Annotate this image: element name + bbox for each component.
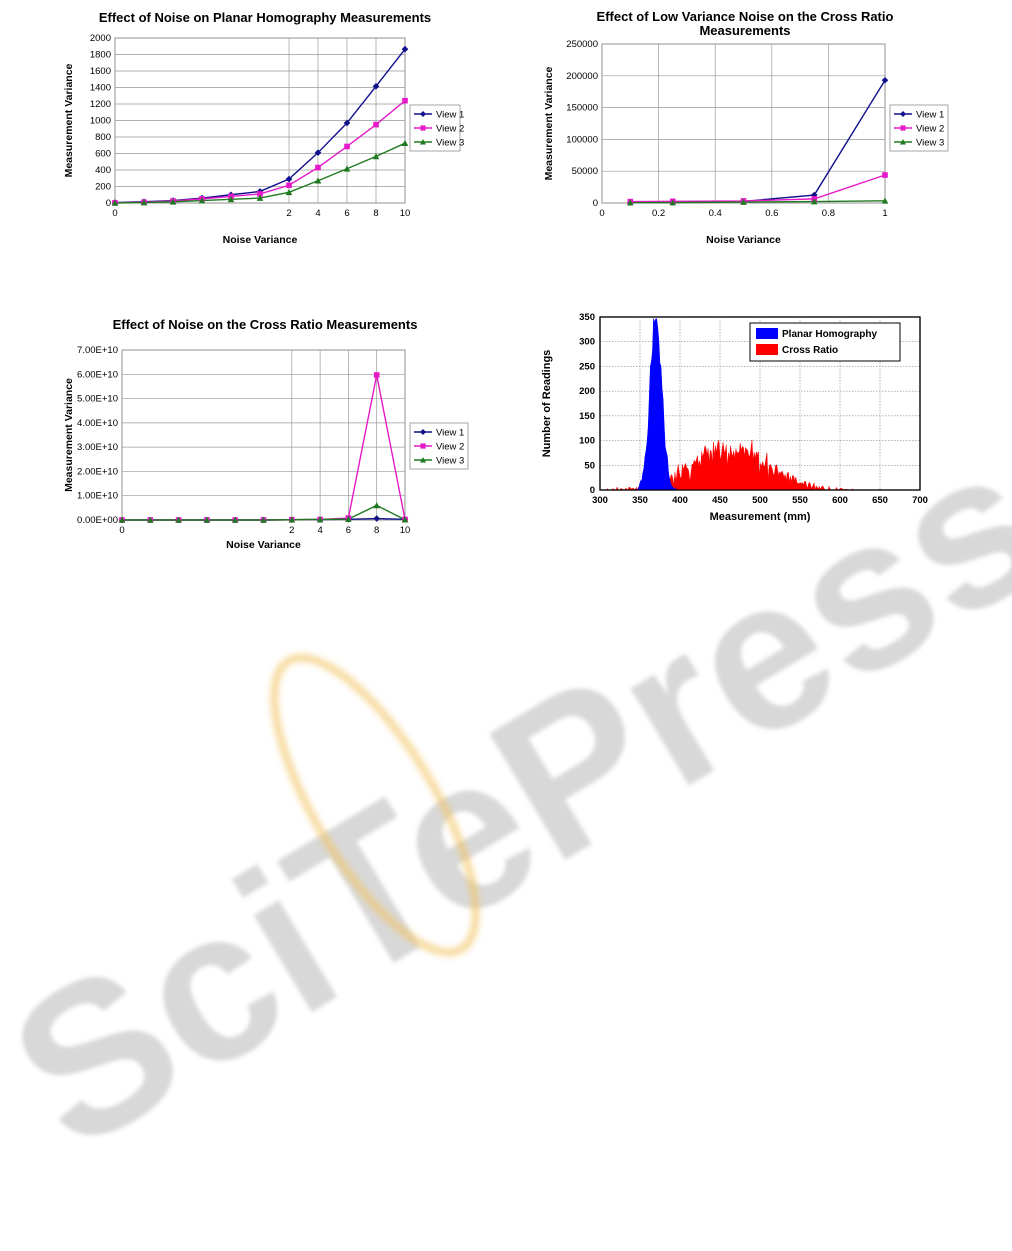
svg-text:2: 2 xyxy=(286,208,291,219)
svg-text:Measurement Variance: Measurement Variance xyxy=(63,378,75,492)
svg-text:350: 350 xyxy=(579,312,595,323)
svg-text:1600: 1600 xyxy=(90,66,111,77)
svg-text:50000: 50000 xyxy=(572,166,598,177)
svg-text:1200: 1200 xyxy=(90,99,111,110)
svg-text:800: 800 xyxy=(95,132,111,143)
svg-text:550: 550 xyxy=(792,495,808,506)
svg-text:View 3: View 3 xyxy=(436,455,464,466)
svg-text:250000: 250000 xyxy=(566,39,598,50)
svg-text:5.00E+10: 5.00E+10 xyxy=(77,394,118,405)
svg-text:700: 700 xyxy=(912,495,928,506)
svg-text:4: 4 xyxy=(315,208,320,219)
svg-text:0: 0 xyxy=(112,208,117,219)
svg-text:Measurement (mm): Measurement (mm) xyxy=(710,511,811,523)
svg-text:0.4: 0.4 xyxy=(709,208,722,219)
svg-text:Effect of Noise on the Cross R: Effect of Noise on the Cross Ratio Measu… xyxy=(113,317,418,332)
svg-text:50: 50 xyxy=(584,460,595,471)
svg-text:450: 450 xyxy=(712,495,728,506)
svg-text:10: 10 xyxy=(400,525,411,536)
svg-text:View 1: View 1 xyxy=(436,427,464,438)
svg-text:250: 250 xyxy=(579,361,595,372)
svg-text:Measurement Variance: Measurement Variance xyxy=(63,63,75,177)
svg-text:3.00E+10: 3.00E+10 xyxy=(77,442,118,453)
svg-text:View 3: View 3 xyxy=(916,137,944,148)
svg-text:View 2: View 2 xyxy=(436,441,464,452)
svg-text:0: 0 xyxy=(599,208,604,219)
svg-text:Noise Variance: Noise Variance xyxy=(226,539,301,550)
svg-text:Measurement Variance: Measurement Variance xyxy=(543,66,555,180)
svg-text:150000: 150000 xyxy=(566,103,598,114)
svg-text:0.00E+00: 0.00E+00 xyxy=(77,515,118,526)
svg-text:300: 300 xyxy=(579,337,595,348)
svg-text:200: 200 xyxy=(579,386,595,397)
svg-text:2.00E+10: 2.00E+10 xyxy=(77,466,118,477)
svg-text:Effect of Noise on Planar Homo: Effect of Noise on Planar Homography Mea… xyxy=(99,10,431,25)
svg-text:Noise Variance: Noise Variance xyxy=(706,234,781,245)
svg-text:1.00E+10: 1.00E+10 xyxy=(77,491,118,502)
svg-text:300: 300 xyxy=(592,495,608,506)
svg-text:Measurements: Measurements xyxy=(699,23,790,38)
svg-text:Planar Homography: Planar Homography xyxy=(782,329,877,340)
svg-text:600: 600 xyxy=(95,149,111,160)
svg-text:600: 600 xyxy=(832,495,848,506)
svg-text:4: 4 xyxy=(317,525,322,536)
svg-text:6: 6 xyxy=(344,208,349,219)
svg-text:0.6: 0.6 xyxy=(765,208,778,219)
svg-text:1400: 1400 xyxy=(90,83,111,94)
svg-text:400: 400 xyxy=(95,165,111,176)
svg-text:1: 1 xyxy=(882,208,887,219)
svg-text:View 1: View 1 xyxy=(916,109,944,120)
svg-text:200: 200 xyxy=(95,182,111,193)
svg-text:150: 150 xyxy=(579,411,595,422)
svg-text:100: 100 xyxy=(579,436,595,447)
svg-text:1800: 1800 xyxy=(90,50,111,61)
svg-text:0: 0 xyxy=(106,198,111,209)
svg-text:650: 650 xyxy=(872,495,888,506)
svg-text:8: 8 xyxy=(374,525,379,536)
svg-text:Cross Ratio: Cross Ratio xyxy=(782,345,838,356)
svg-text:500: 500 xyxy=(752,495,768,506)
svg-text:200000: 200000 xyxy=(566,71,598,82)
svg-text:2: 2 xyxy=(289,525,294,536)
svg-text:View 1: View 1 xyxy=(436,109,464,120)
svg-text:View 2: View 2 xyxy=(436,123,464,134)
svg-text:Number of Readings: Number of Readings xyxy=(541,350,553,458)
svg-text:0: 0 xyxy=(119,525,124,536)
svg-text:4.00E+10: 4.00E+10 xyxy=(77,418,118,429)
svg-text:0.2: 0.2 xyxy=(652,208,665,219)
svg-text:400: 400 xyxy=(672,495,688,506)
svg-text:6.00E+10: 6.00E+10 xyxy=(77,369,118,380)
svg-text:View 3: View 3 xyxy=(436,137,464,148)
svg-text:0.8: 0.8 xyxy=(822,208,835,219)
svg-text:View 2: View 2 xyxy=(916,123,944,134)
svg-text:1000: 1000 xyxy=(90,116,111,127)
svg-text:Noise Variance: Noise Variance xyxy=(223,234,298,245)
svg-text:100000: 100000 xyxy=(566,134,598,145)
svg-text:7.00E+10: 7.00E+10 xyxy=(77,345,118,356)
svg-text:350: 350 xyxy=(632,495,648,506)
svg-text:6: 6 xyxy=(346,525,351,536)
svg-text:Effect of Low Variance Noise o: Effect of Low Variance Noise on the Cros… xyxy=(597,10,894,24)
svg-text:8: 8 xyxy=(373,208,378,219)
svg-text:2000: 2000 xyxy=(90,33,111,44)
svg-text:0: 0 xyxy=(593,198,598,209)
svg-text:10: 10 xyxy=(400,208,411,219)
